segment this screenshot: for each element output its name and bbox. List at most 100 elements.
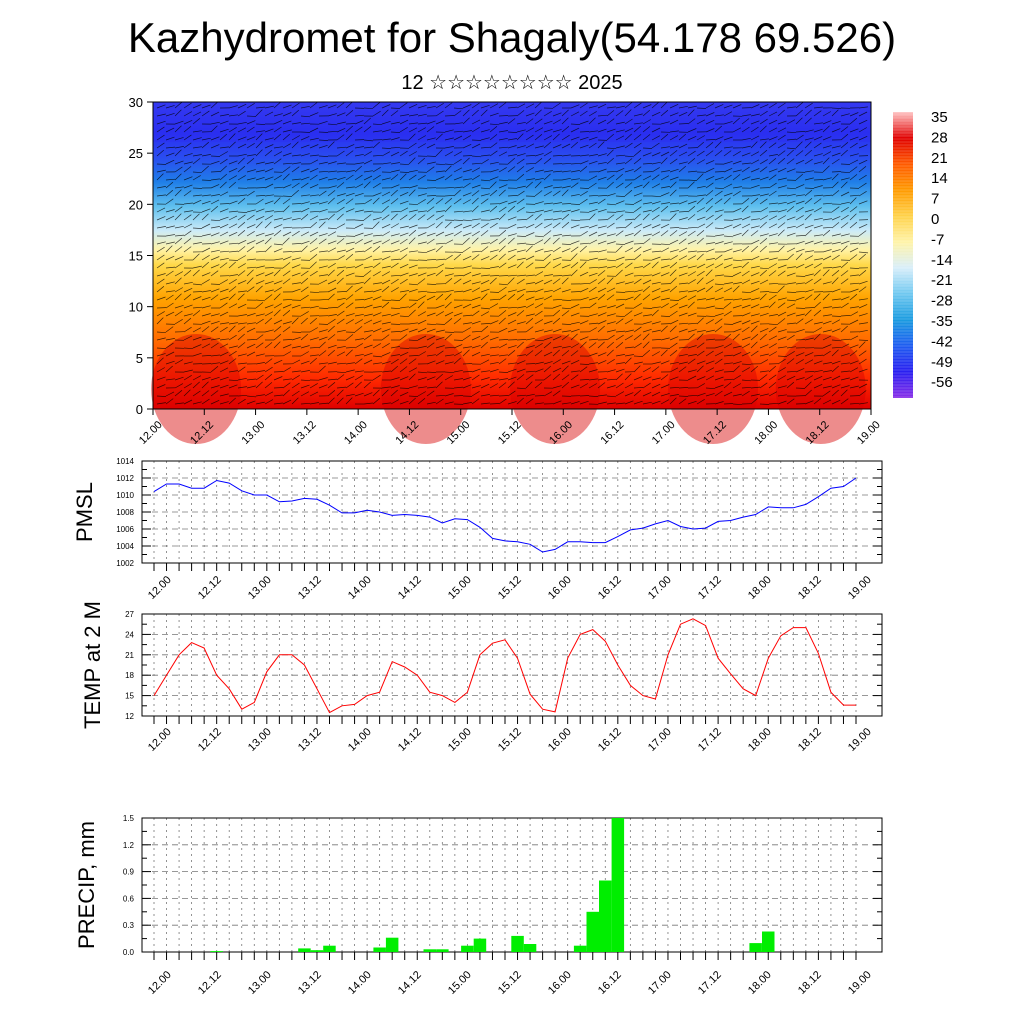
wind-barb	[399, 173, 407, 181]
wind-barb	[768, 270, 777, 277]
wind-barb	[822, 370, 832, 373]
wind-barb	[831, 222, 840, 229]
wind-barb	[174, 287, 183, 293]
wind-barb	[579, 271, 589, 277]
wind-barb	[822, 242, 832, 245]
colorbar-label: -42	[931, 333, 953, 350]
wind-barb	[651, 135, 661, 141]
wind-barb	[525, 214, 534, 221]
wind-barb	[543, 342, 552, 349]
wind-barb	[336, 329, 346, 333]
wind-barb	[525, 337, 535, 341]
wind-barb	[498, 339, 509, 341]
wind-barb	[462, 371, 473, 373]
wind-barb	[363, 107, 374, 110]
wind-barb	[561, 134, 570, 141]
wind-barb	[282, 367, 291, 373]
wind-barb	[183, 347, 194, 350]
wind-barb	[426, 238, 435, 245]
wind-barb	[291, 331, 302, 333]
wind-barb	[480, 104, 490, 109]
wind-barb	[687, 345, 697, 349]
wind-barb	[237, 303, 247, 309]
wind-barb	[399, 315, 410, 318]
wind-barb	[237, 322, 247, 325]
xtick-label: 13.12	[296, 726, 324, 754]
wind-barb	[723, 287, 733, 293]
wind-barb	[543, 218, 553, 221]
wind-barb	[723, 362, 733, 365]
wind-barb	[174, 160, 184, 165]
wind-barb	[561, 323, 572, 325]
wind-barb	[786, 216, 796, 221]
wind-barb	[318, 336, 328, 341]
wind-barb	[399, 187, 410, 189]
wind-barb	[732, 151, 741, 157]
wind-barb	[597, 128, 607, 133]
wind-barb	[633, 355, 644, 357]
wind-barb	[714, 318, 723, 325]
wind-barb	[516, 360, 526, 365]
wind-barb	[435, 149, 443, 157]
wind-barb	[615, 368, 625, 373]
wind-barb	[291, 166, 300, 173]
wind-barb	[777, 143, 786, 149]
wind-barb	[480, 146, 491, 149]
wind-barb	[417, 199, 426, 205]
wind-barb	[759, 312, 769, 317]
wind-barb	[471, 197, 479, 205]
wind-barb	[489, 222, 498, 229]
wind-barb	[633, 312, 643, 317]
wind-barb	[480, 335, 489, 341]
wind-barb	[192, 213, 200, 221]
wind-barb	[813, 301, 821, 309]
wind-barb	[822, 226, 833, 229]
wind-barb	[426, 291, 437, 294]
wind-barb	[264, 183, 274, 189]
wind-barb	[255, 208, 265, 213]
wind-barb	[849, 402, 860, 405]
wind-barb	[345, 319, 354, 325]
wind-barb	[759, 238, 768, 245]
wind-barb	[444, 165, 452, 173]
colorbar-label: 21	[931, 150, 948, 167]
wind-barb	[660, 360, 670, 365]
wind-barb	[372, 246, 381, 253]
wind-barb	[813, 354, 824, 357]
wind-barb	[750, 280, 760, 285]
wind-barb	[732, 104, 742, 109]
wind-barb	[516, 306, 526, 309]
wind-barb	[552, 202, 562, 205]
xtick-label: 12.12	[196, 726, 224, 754]
wind-barb	[768, 168, 778, 173]
wind-barb	[588, 286, 597, 293]
wind-barb	[633, 243, 644, 245]
wind-barb	[390, 287, 399, 293]
wind-barb	[660, 243, 671, 246]
wind-barb	[678, 238, 687, 245]
wind-barb	[390, 121, 400, 125]
wind-barb	[309, 305, 319, 309]
wind-barb	[588, 383, 597, 389]
wind-barb	[516, 145, 526, 149]
wind-barb	[453, 110, 462, 117]
wind-barb	[732, 383, 741, 389]
wind-barb	[570, 328, 580, 333]
wind-barb	[309, 112, 319, 117]
wind-barb	[300, 270, 309, 277]
wind-barb	[696, 270, 705, 277]
wind-barb	[498, 167, 507, 173]
xtick-label: 17.00	[646, 574, 674, 602]
xtick-label: 13.00	[246, 726, 274, 754]
wind-barb	[156, 226, 166, 229]
wind-barb	[642, 328, 652, 333]
wind-barb	[588, 208, 598, 213]
wind-barb	[723, 197, 731, 205]
wind-barb	[255, 176, 265, 181]
wind-barb	[552, 144, 562, 149]
wind-barb	[426, 272, 436, 277]
wind-barb	[192, 336, 202, 341]
wind-barb	[372, 217, 382, 221]
wind-barb	[309, 202, 319, 205]
wind-barb	[624, 357, 632, 365]
